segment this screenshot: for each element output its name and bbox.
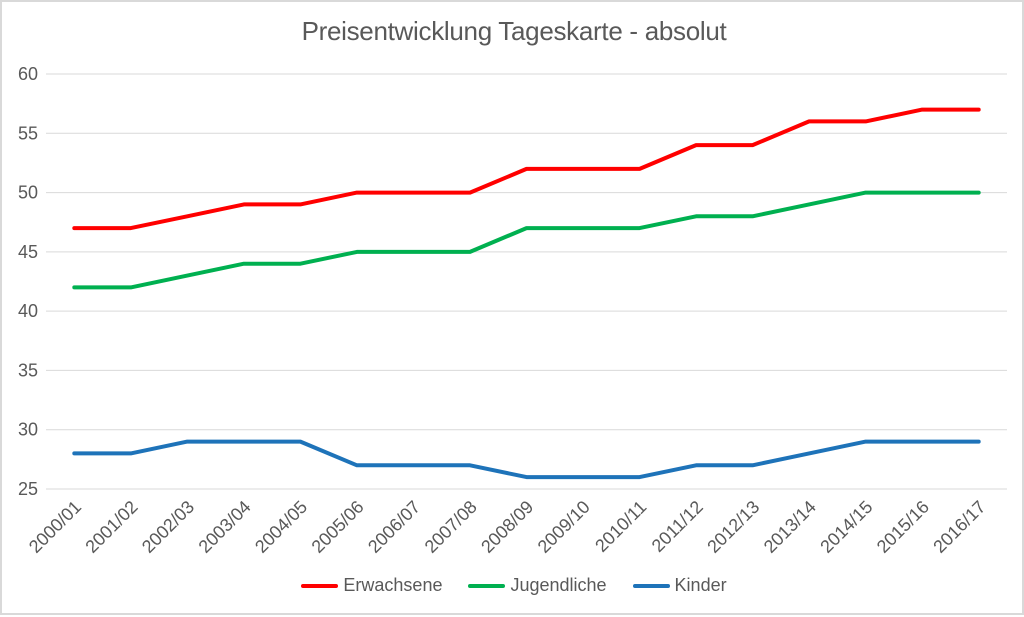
y-axis-label: 35 [18, 360, 38, 380]
x-axis-label: 2004/05 [251, 497, 311, 557]
x-axis-label: 2011/12 [648, 497, 707, 556]
series-line-erwachsene [72, 107, 981, 231]
legend-label-kinder: Kinder [674, 575, 727, 595]
legend-item-jugendliche: Jugendliche [468, 575, 607, 596]
series-line-kinder [72, 439, 981, 480]
y-axis-label: 45 [18, 242, 38, 262]
legend-item-erwachsene: Erwachsene [301, 575, 442, 596]
y-axis-label: 30 [18, 420, 38, 440]
legend-swatch-jugendliche [468, 583, 506, 588]
x-axis-label: 2003/04 [195, 497, 255, 557]
x-axis-label: 2001/02 [81, 497, 141, 557]
x-axis-label: 2002/03 [138, 497, 198, 557]
y-axis-label: 25 [18, 479, 38, 499]
x-axis-label: 2015/16 [873, 497, 933, 557]
x-axis-label: 2016/17 [929, 497, 989, 557]
x-axis-label: 2008/09 [477, 497, 537, 557]
legend-label-jugendliche: Jugendliche [510, 575, 607, 595]
legend: Erwachsene Jugendliche Kinder [2, 575, 1024, 596]
y-axis-label: 60 [18, 64, 38, 84]
chart-title: Preisentwicklung Tageskarte - absolut [301, 16, 727, 46]
x-axis-label: 2009/10 [534, 497, 594, 557]
legend-item-kinder: Kinder [632, 575, 727, 596]
series-line-jugendliche [72, 190, 981, 290]
y-axis-label: 50 [18, 183, 38, 203]
x-axis-label: 2014/15 [816, 497, 876, 557]
x-axis-label: 2006/07 [364, 497, 424, 557]
legend-swatch-erwachsene [301, 583, 339, 588]
y-axis-label: 55 [18, 123, 38, 143]
legend-label-erwachsene: Erwachsene [343, 575, 443, 595]
x-axis-label: 2013/14 [760, 497, 820, 557]
x-axis-label: 2000/01 [25, 497, 85, 557]
x-axis-label: 2012/13 [703, 497, 763, 557]
y-axis-label: 40 [18, 301, 38, 321]
x-axis-label: 2007/08 [421, 497, 481, 557]
x-axis-label: 2005/06 [308, 497, 368, 557]
legend-swatch-kinder [632, 583, 670, 588]
x-axis-label: 2010/11 [591, 497, 650, 556]
